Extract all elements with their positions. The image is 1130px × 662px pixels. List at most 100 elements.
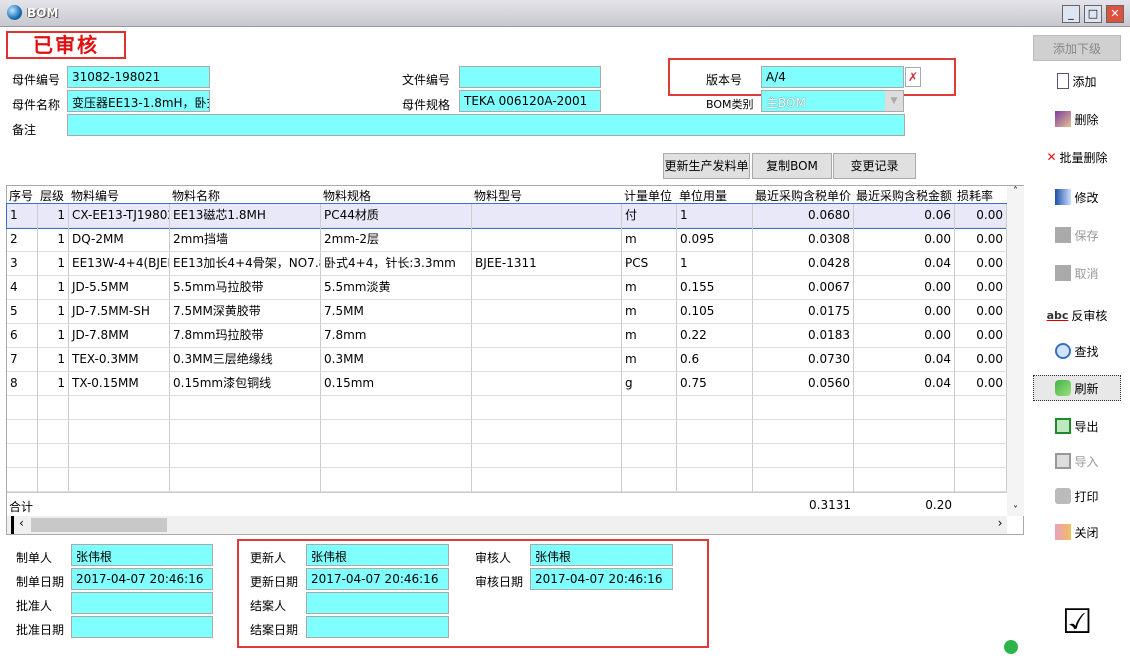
- empty-row[interactable]: [7, 396, 1007, 420]
- maker-label: 制单人: [16, 551, 53, 565]
- table-cell: [854, 468, 955, 492]
- table-cell: 2: [7, 228, 38, 252]
- table-row[interactable]: 11CX-EE13-TJ198021EE13磁芯1.8MHPC44材质付10.0…: [6, 203, 1008, 229]
- table-cell: 0.0183: [753, 324, 854, 348]
- unaudit-button[interactable]: abc 反审核: [1033, 302, 1121, 328]
- empty-row[interactable]: [7, 444, 1007, 468]
- scroll-right-icon[interactable]: ›: [997, 516, 1003, 530]
- find-button[interactable]: 查找: [1033, 338, 1121, 364]
- table-cell: [69, 444, 170, 468]
- copy-bom-button[interactable]: 复制BOM: [752, 153, 832, 179]
- table-row[interactable]: 3 1 EE13W-4+4(BJEE EE13加长4+4骨架，NO7.8 卧式4+4，针…: [7, 252, 1007, 276]
- batch-delete-button[interactable]: ✕ 批量删除: [1033, 144, 1121, 170]
- add-child-button[interactable]: 添加下级: [1033, 35, 1121, 61]
- approver-field[interactable]: [71, 592, 213, 614]
- closer-field[interactable]: [306, 592, 449, 614]
- change-log-button[interactable]: 变更记录: [833, 153, 916, 179]
- column-header[interactable]: 单位用量: [677, 186, 753, 205]
- column-header[interactable]: 物料型号: [472, 186, 622, 205]
- maximize-button[interactable]: □: [1084, 5, 1102, 23]
- window-title: BOM: [27, 6, 59, 20]
- save-button[interactable]: 保存: [1033, 222, 1121, 248]
- add-label: 添加: [1072, 74, 1097, 89]
- parent-code-field[interactable]: 31082-198021: [67, 66, 210, 88]
- tools-icon[interactable]: ✗: [905, 67, 921, 87]
- table-cell: 1: [38, 324, 69, 348]
- updater-field[interactable]: 张伟根: [306, 544, 449, 566]
- parent-spec-label: 母件规格: [402, 98, 451, 112]
- table-cell: 0.00: [854, 276, 955, 300]
- close-date-field[interactable]: [306, 616, 449, 638]
- table-cell: 0.0067: [753, 276, 854, 300]
- table-row[interactable]: 4 1 JD-5.5MM 5.5mm马拉胶带 5.5mm淡黄 m 0.155 0.0067 0.…: [7, 276, 1007, 300]
- column-header[interactable]: 物料规格: [321, 186, 472, 205]
- table-cell: 1: [38, 204, 69, 228]
- table-row[interactable]: 2 1 DQ-2MM 2mm挡墙 2mm-2层 m 0.095 0.0308 0.00 0.00: [7, 228, 1007, 252]
- column-header[interactable]: 最近采购含税单价: [753, 186, 854, 205]
- auditor-label: 审核人: [475, 551, 512, 565]
- table-cell: [472, 468, 622, 492]
- remark-field[interactable]: [67, 114, 905, 136]
- print-button[interactable]: 打印: [1033, 483, 1121, 509]
- make-date-field[interactable]: 2017-04-07 20:46:16: [71, 568, 213, 590]
- table-cell: [955, 468, 1007, 492]
- table-cell: 8: [7, 372, 38, 396]
- table-row[interactable]: 5 1 JD-7.5MM-SH 7.5MM深黄胶带 7.5MM m 0.105 0.0175 0…: [7, 300, 1007, 324]
- update-date-field[interactable]: 2017-04-07 20:46:16: [306, 568, 449, 590]
- table-cell: 0.00: [955, 372, 1007, 396]
- table-cell: 1: [38, 300, 69, 324]
- close-window-button[interactable]: ✕: [1106, 5, 1124, 23]
- table-cell: m: [622, 324, 677, 348]
- column-header[interactable]: 层级: [38, 186, 69, 205]
- column-header[interactable]: 序号: [7, 186, 38, 205]
- empty-row[interactable]: [7, 420, 1007, 444]
- scroll-thumb[interactable]: [31, 518, 167, 532]
- column-header[interactable]: 物料名称: [170, 186, 321, 205]
- auditor-field[interactable]: 张伟根: [530, 544, 673, 566]
- cancel-button[interactable]: 取消: [1033, 260, 1121, 286]
- bom-type-select[interactable]: 主BOM: [761, 90, 904, 112]
- add-button[interactable]: 添加: [1033, 68, 1121, 94]
- export-button[interactable]: 导出: [1033, 413, 1121, 439]
- table-cell: 0.06: [854, 204, 955, 228]
- vertical-scrollbar[interactable]: ˄ ˅: [1007, 186, 1024, 516]
- find-label: 查找: [1074, 344, 1099, 359]
- table-cell: [170, 396, 321, 420]
- horizontal-scrollbar[interactable]: ‹ ›: [7, 516, 1007, 534]
- minimize-button[interactable]: _: [1062, 5, 1080, 23]
- table-cell: [38, 468, 69, 492]
- empty-row[interactable]: [7, 468, 1007, 492]
- column-header[interactable]: 损耗率: [955, 186, 1007, 205]
- scroll-up-icon[interactable]: ˄: [1013, 186, 1018, 197]
- delete-button[interactable]: 删除: [1033, 106, 1121, 132]
- file-no-field[interactable]: [459, 66, 601, 88]
- close-button[interactable]: 关闭: [1033, 519, 1121, 545]
- scroll-down-icon[interactable]: ˅: [1013, 505, 1018, 516]
- approve-date-field[interactable]: [71, 616, 213, 638]
- version-field[interactable]: A/4: [761, 66, 904, 88]
- total-row: 合计 0.3131 0.20: [7, 492, 1007, 516]
- save-label: 保存: [1074, 228, 1099, 243]
- update-issue-button[interactable]: 更新生产发料单: [663, 153, 750, 179]
- table-cell: [7, 420, 38, 444]
- maker-field[interactable]: 张伟根: [71, 544, 213, 566]
- edit-button[interactable]: 修改: [1033, 184, 1121, 210]
- scroll-left-icon[interactable]: ‹: [11, 516, 29, 534]
- audit-date-label: 审核日期: [475, 575, 524, 589]
- column-header[interactable]: 计量单位: [622, 186, 677, 205]
- column-header[interactable]: 物料编号: [69, 186, 170, 205]
- audit-date-field[interactable]: 2017-04-07 20:46:16: [530, 568, 673, 590]
- checklist-logo-icon: ☑: [1062, 602, 1093, 642]
- excel-import-icon: [1055, 453, 1072, 469]
- table-row[interactable]: 8 1 TX-0.15MM 0.15mm漆包铜线 0.15mm g 0.75 0.0560 0.…: [7, 372, 1007, 396]
- parent-name-field[interactable]: 变压器EE13-1.8mH，卧式: [67, 90, 210, 112]
- column-header[interactable]: 最近采购含税金额: [854, 186, 955, 205]
- table-row[interactable]: 6 1 JD-7.8MM 7.8mm玛拉胶带 7.8mm m 0.22 0.0183 0.00 0…: [7, 324, 1007, 348]
- import-button[interactable]: 导入: [1033, 448, 1121, 474]
- chevron-down-icon[interactable]: ▼: [885, 91, 903, 111]
- parent-spec-field[interactable]: TEKA 006120A-2001: [459, 90, 601, 112]
- table-cell: [677, 396, 753, 420]
- refresh-button[interactable]: 刷新: [1033, 375, 1121, 401]
- table-row[interactable]: 7 1 TEX-0.3MM 0.3MM三层绝缘线 0.3MM m 0.6 0.0730 0.04…: [7, 348, 1007, 372]
- magnifier-icon: [1055, 343, 1072, 359]
